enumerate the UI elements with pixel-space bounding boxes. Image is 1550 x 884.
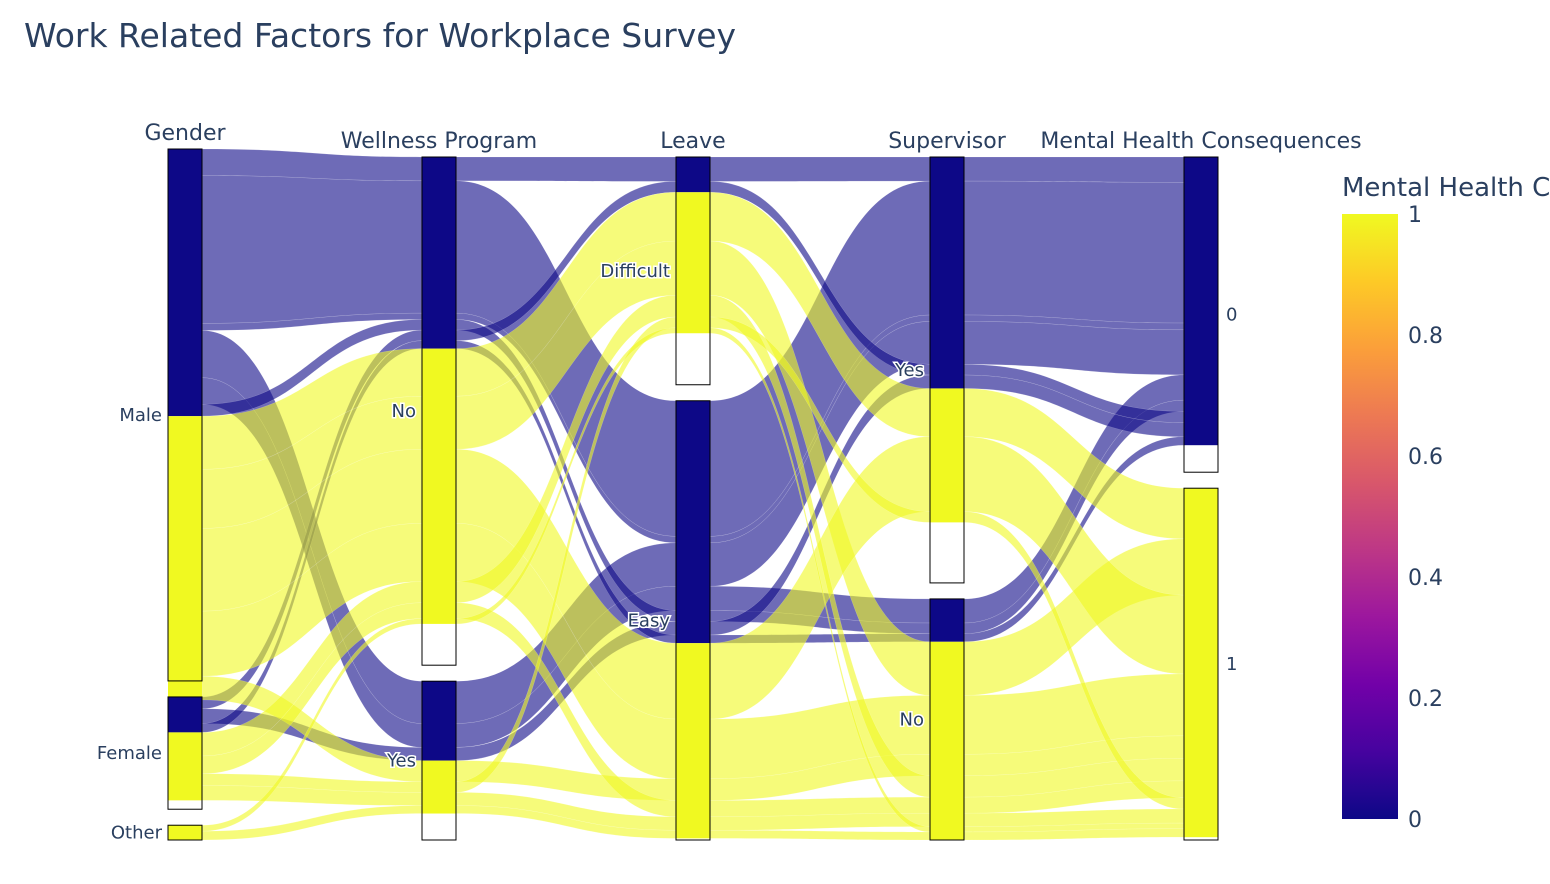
category-bar-fill-1-1-1[interactable] xyxy=(422,760,456,814)
ribbon-path-0-seg-1 xyxy=(455,156,677,182)
category-bar-fill-0-0-1[interactable] xyxy=(168,416,202,700)
category-label-2-1: Easy xyxy=(628,610,671,631)
colorbar-tick-2: 0.4 xyxy=(1408,566,1443,591)
category-bar-layer xyxy=(167,148,1219,841)
category-bar-fill-0-0-0[interactable] xyxy=(168,149,202,417)
category-bar-3-0[interactable] xyxy=(929,156,965,584)
dimension-label-4[interactable]: Mental Health Consequences xyxy=(1040,129,1361,154)
category-bar-fill-3-0-1[interactable] xyxy=(930,388,964,523)
category-bar-fill-0-1-1[interactable] xyxy=(168,732,202,801)
category-label-0-2: Other xyxy=(111,823,163,844)
category-bar-2-0[interactable] xyxy=(675,156,711,386)
category-bar-fill-1-0-1[interactable] xyxy=(422,348,456,624)
category-bar-fill-4-1-1[interactable] xyxy=(1184,488,1218,838)
category-bar-1-0[interactable] xyxy=(421,156,457,666)
category-label-2-0: Difficult xyxy=(600,261,670,282)
category-bar-fill-2-0-0[interactable] xyxy=(676,157,710,193)
category-bar-2-1[interactable] xyxy=(675,400,711,841)
dimension-label-3[interactable]: Supervisor xyxy=(888,129,1007,154)
category-bar-0-1[interactable] xyxy=(167,696,203,810)
dimension-label-1[interactable]: Wellness Program xyxy=(341,129,537,154)
colorbar: Mental Health Consequences 0 0.2 0.4 0.6 0.8 1 xyxy=(1342,173,1550,833)
category-label-3-0: Yes xyxy=(894,360,924,381)
category-bar-4-1[interactable] xyxy=(1183,487,1219,841)
ribbon-path-1-seg-3 xyxy=(963,180,1185,324)
chart-title: Work Related Factors for Workplace Surve… xyxy=(24,16,737,55)
ribbon-path-0-seg-3 xyxy=(963,156,1185,183)
category-bar-fill-2-0-1[interactable] xyxy=(676,192,710,334)
category-bar-0-0[interactable] xyxy=(167,148,203,682)
category-label-0-1: Female xyxy=(97,743,162,764)
colorbar-gradient xyxy=(1342,214,1398,819)
colorbar-tick-4: 0.8 xyxy=(1408,324,1443,349)
colorbar-title: Mental Health Consequences xyxy=(1342,173,1550,203)
category-bar-fill-4-0-0[interactable] xyxy=(1184,157,1218,446)
category-bar-fill-1-1-0[interactable] xyxy=(422,681,456,761)
colorbar-tick-1: 0.2 xyxy=(1408,687,1443,712)
colorbar-tick-0: 0 xyxy=(1408,808,1422,833)
ribbon-path-1-seg-0 xyxy=(201,175,423,324)
ribbon-layer xyxy=(201,148,1185,841)
category-label-1-1: Yes xyxy=(386,751,416,772)
category-label-4-1: 1 xyxy=(1226,654,1237,675)
category-bar-1-1[interactable] xyxy=(421,680,457,841)
category-label-3-1: No xyxy=(900,709,924,730)
category-label-1-0: No xyxy=(392,401,416,422)
label-layer: Gender Male Female Other Wellness Program No Y… xyxy=(95,121,1361,845)
category-bar-fill-1-0-0[interactable] xyxy=(422,157,456,349)
category-label-0-0: Male xyxy=(119,405,162,426)
category-bar-fill-2-1-1[interactable] xyxy=(676,643,710,839)
category-bar-fill-0-2-1[interactable] xyxy=(168,825,202,840)
category-bar-0-2[interactable] xyxy=(167,824,203,841)
colorbar-tick-5: 1 xyxy=(1408,203,1422,228)
category-bar-fill-0-1-0[interactable] xyxy=(168,696,202,733)
category-bar-fill-3-0-0[interactable] xyxy=(930,157,964,389)
category-bar-3-1[interactable] xyxy=(929,598,965,841)
category-bar-fill-3-1-1[interactable] xyxy=(930,641,964,840)
category-bar-4-0[interactable] xyxy=(1183,156,1219,473)
category-bar-fill-2-1-0[interactable] xyxy=(676,400,710,644)
category-label-4-0: 0 xyxy=(1226,305,1237,326)
dimension-label-0[interactable]: Gender xyxy=(144,121,226,146)
ribbon-path-19-seg-2 xyxy=(709,829,931,841)
dimension-label-2[interactable]: Leave xyxy=(660,129,725,154)
ribbon-path-0-seg-2 xyxy=(709,156,931,182)
colorbar-tick-3: 0.6 xyxy=(1408,445,1443,470)
category-bar-fill-3-1-0[interactable] xyxy=(930,598,964,642)
